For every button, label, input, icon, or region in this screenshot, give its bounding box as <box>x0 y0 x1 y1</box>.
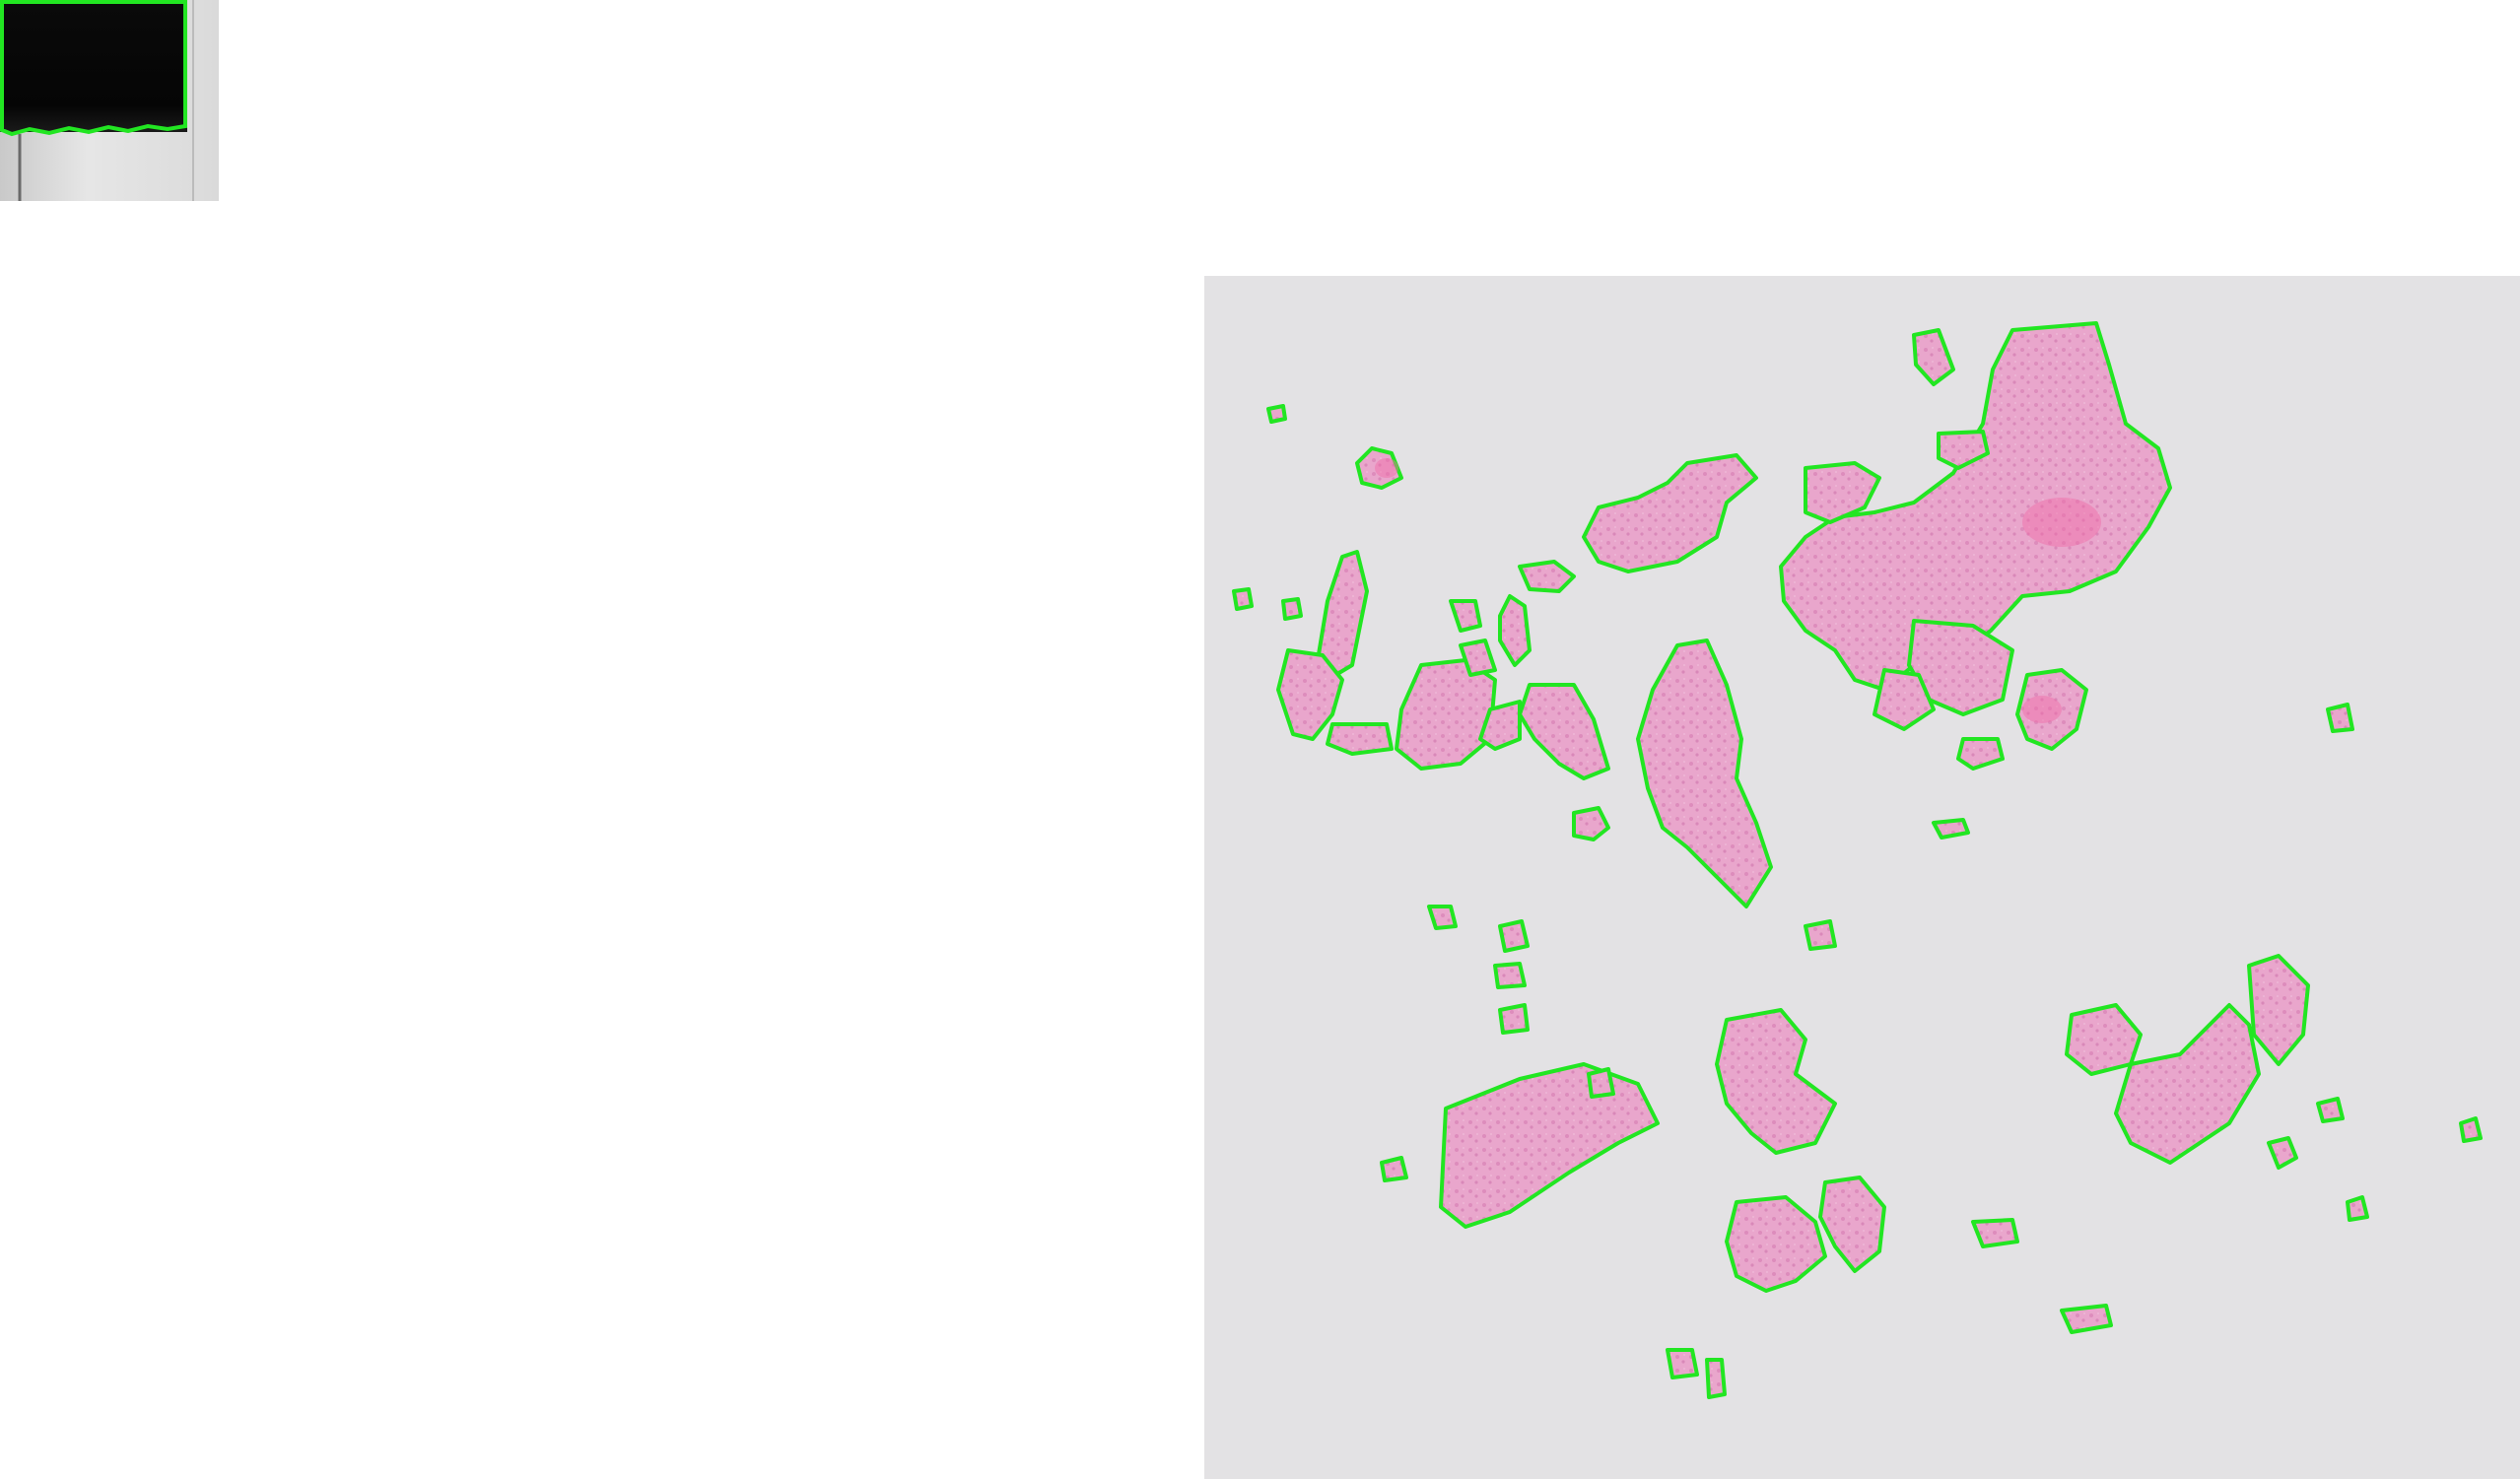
tissue-fragment <box>2015 668 2088 751</box>
tissue-fragment <box>1971 1218 2019 1248</box>
tissue-fragment <box>1439 1062 1660 1229</box>
label-thumbnail <box>0 0 219 201</box>
tissue-fragment <box>1355 446 1403 490</box>
tissue-fragment <box>1582 453 1758 573</box>
tissue-fragment <box>1498 594 1532 667</box>
tissue-fragment <box>1912 328 1955 386</box>
label-dark-region <box>0 0 187 132</box>
tissue-fragment <box>1449 599 1482 633</box>
tissue-fragment <box>1498 1003 1530 1035</box>
tissue-fragment <box>1478 700 1522 751</box>
tissue-fragment <box>2316 1097 2345 1123</box>
tissue-fragment <box>1715 1008 1837 1155</box>
tissue-fragment <box>1818 1176 1886 1273</box>
tissue-fragment <box>1932 818 1970 840</box>
tissue-fragment <box>2459 1116 2483 1143</box>
tissue-fragment <box>1281 597 1303 621</box>
tissue-fragment <box>1518 560 1576 593</box>
tissue-fragment <box>1705 1358 1727 1399</box>
tissue-fragment <box>1907 619 2014 716</box>
tissue-fragment <box>1804 461 1881 524</box>
tissue-fragment <box>1380 1156 1408 1182</box>
tissue-fragment <box>1873 668 1936 731</box>
tissue-fragment <box>1266 404 1287 424</box>
tissue-fragment <box>2267 1136 2298 1170</box>
tissue-fragment <box>2114 1003 2261 1165</box>
tissue-fragment <box>1326 722 1394 756</box>
tissue-fragment <box>1636 639 1773 908</box>
slide-overview <box>1204 276 2520 1479</box>
tissue-map <box>1232 321 2483 1399</box>
tissue-fragment <box>1572 806 1610 841</box>
tissue-fragment <box>1498 919 1530 953</box>
tissue-fragment <box>1459 639 1497 677</box>
tissue-fragment <box>1316 550 1369 682</box>
label-contour-overlay <box>0 0 194 201</box>
tissue-fragment <box>1587 1067 1615 1099</box>
tissue-fragment <box>1666 1348 1699 1379</box>
tissue-fragment <box>1427 905 1458 930</box>
tissue-fragment <box>1276 648 1344 741</box>
tissue-fragment <box>1518 683 1610 780</box>
tissue-fragment <box>1232 587 1254 611</box>
tissue-fragment <box>1725 1195 1827 1293</box>
tissue-fragment <box>2247 954 2310 1066</box>
tissue-fragment <box>1395 658 1497 771</box>
tissue-fragment <box>1804 919 1837 951</box>
tissue-fragment <box>2326 703 2354 733</box>
tissue-fragment <box>1937 430 1990 470</box>
tissue-fragment <box>2060 1304 2113 1334</box>
tissue-fragment <box>1493 962 1527 989</box>
tissue-fragment <box>1956 737 2005 771</box>
tissue-fragment <box>2346 1195 2369 1222</box>
label-contour <box>0 0 187 137</box>
